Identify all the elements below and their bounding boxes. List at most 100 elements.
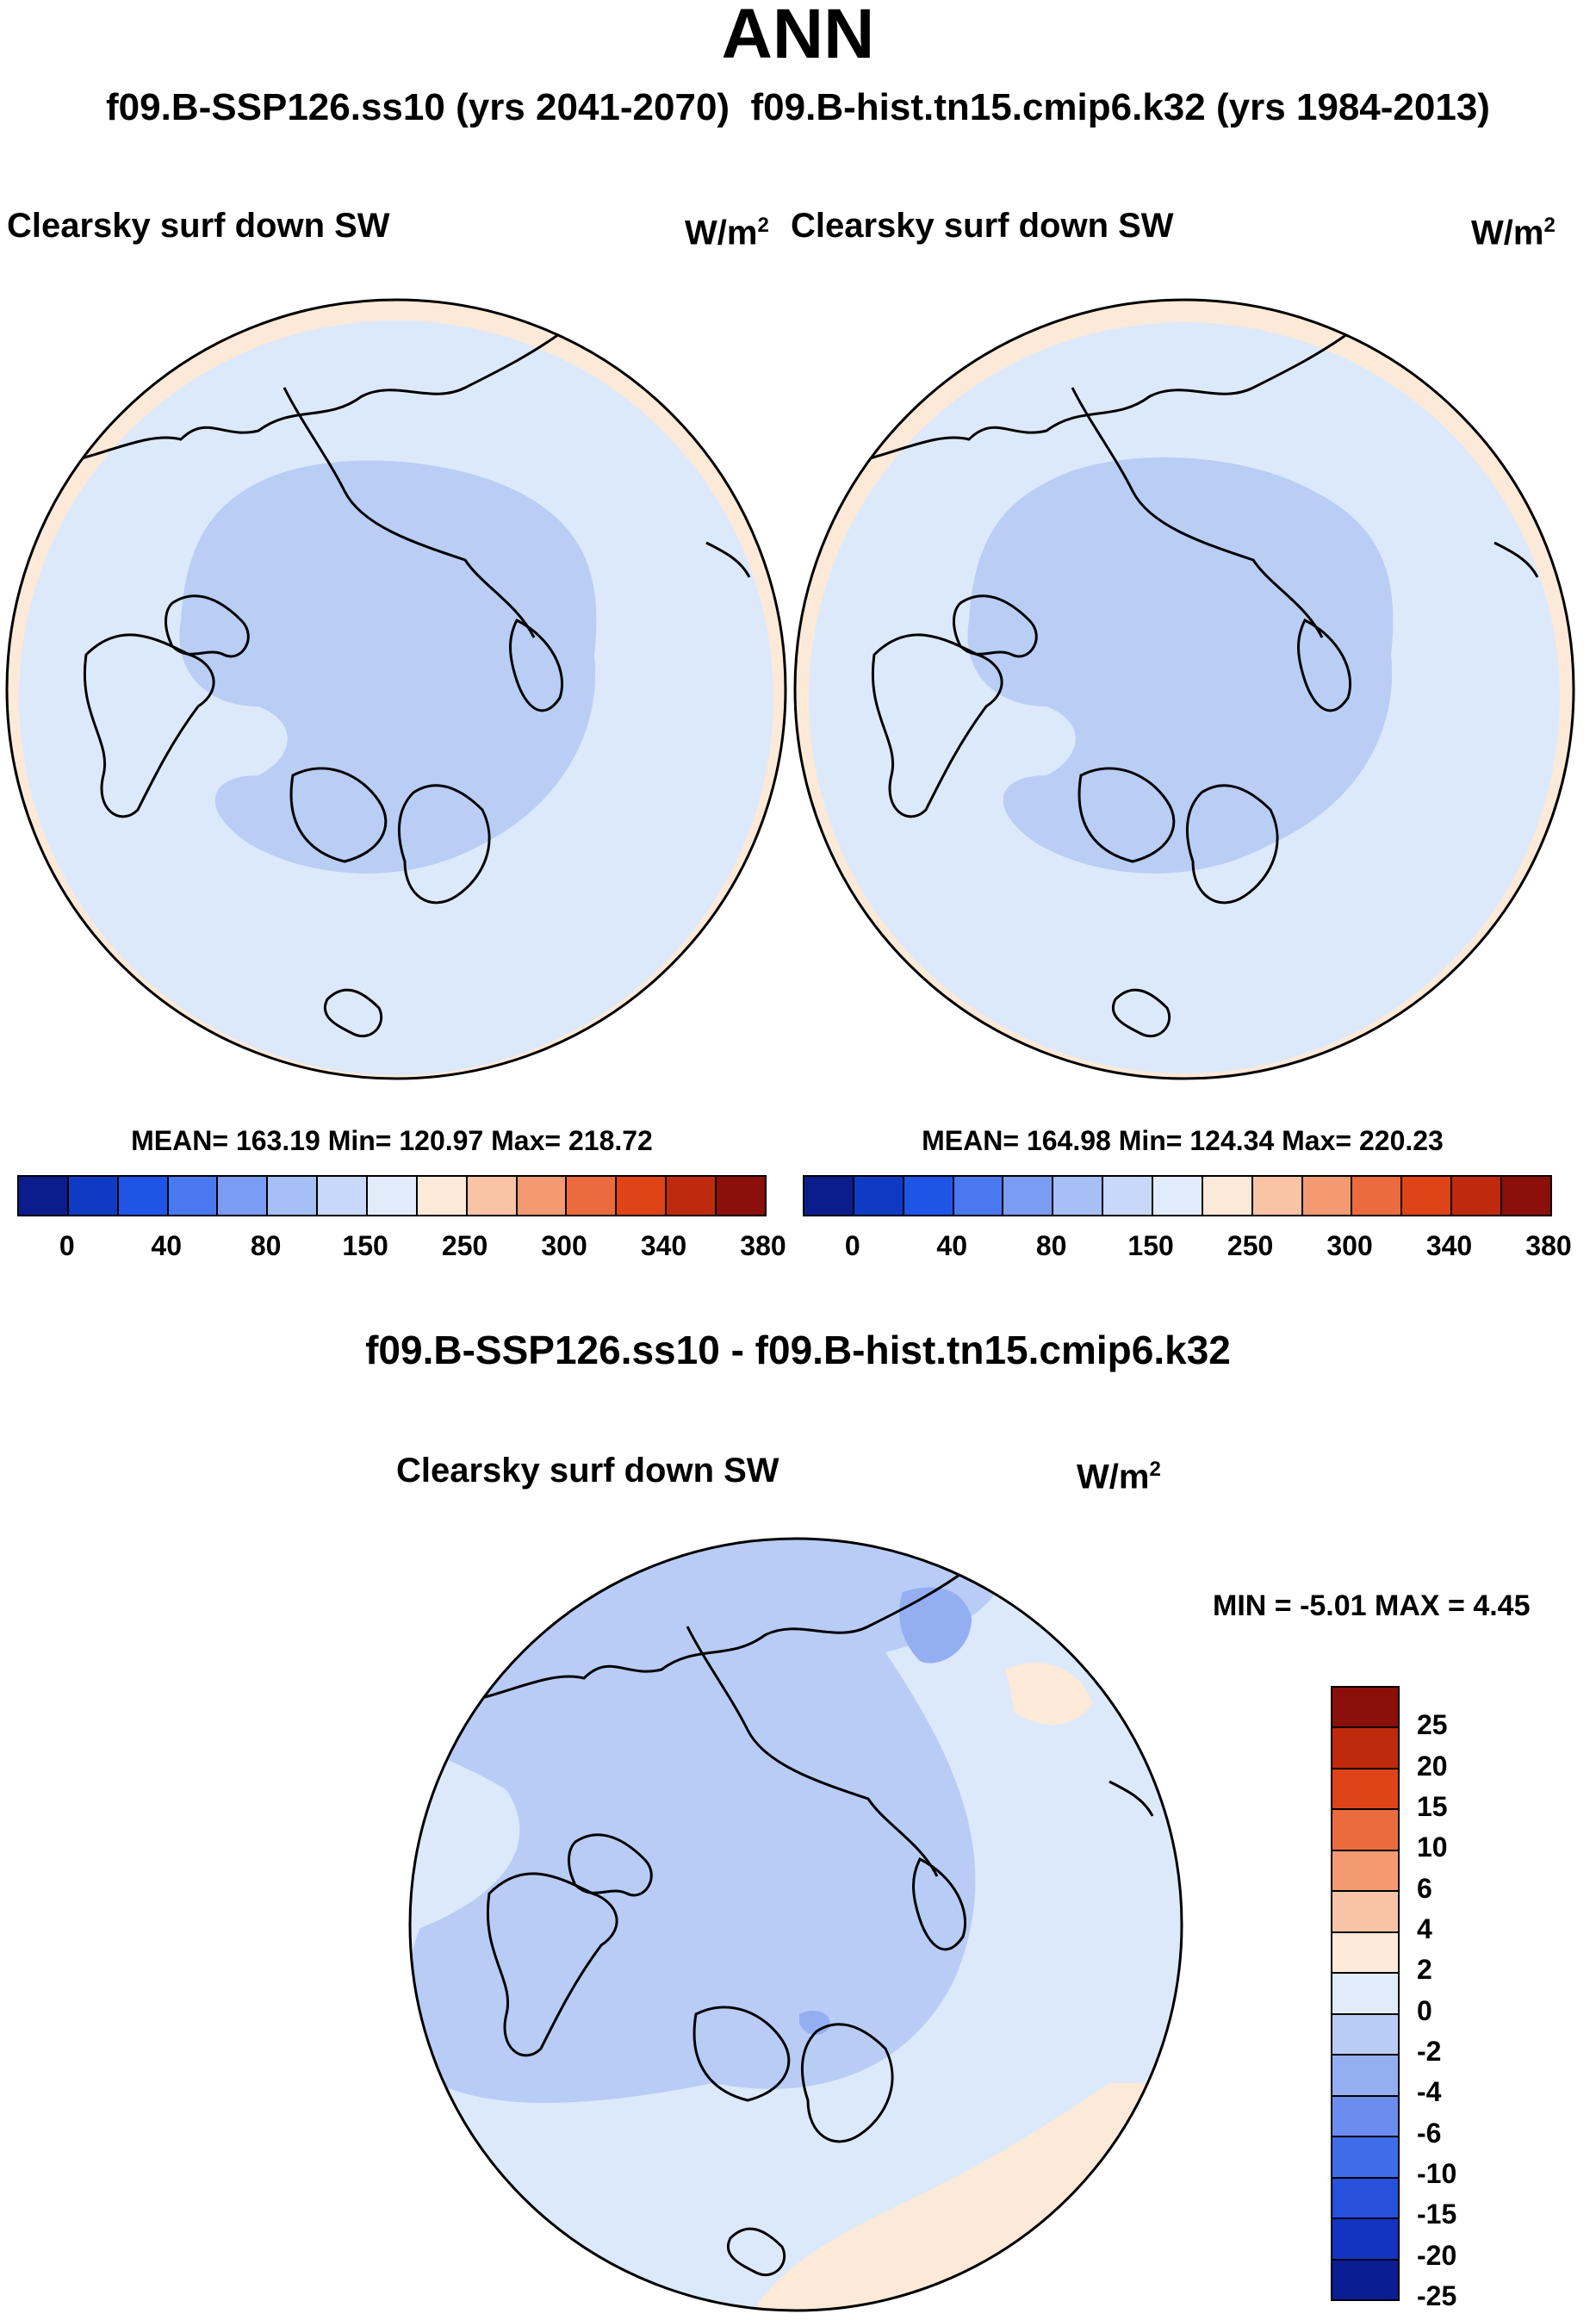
diff-colorbar-box-8 — [1332, 2014, 1398, 2056]
panel2-stats: MEAN= 164.98 Min= 124.34 Max= 220.23 — [922, 1125, 1444, 1156]
colorbar-tick-1-4: 250 — [441, 1230, 488, 1261]
colorbar-box-1-0 — [19, 1177, 69, 1215]
colorbar-tick-2-7: 380 — [1525, 1230, 1572, 1261]
colorbar-tick-1-5: 300 — [541, 1230, 587, 1261]
subtitle-case-1: f09.B-SSP126.ss10 (yrs 2041-2070) — [106, 86, 730, 128]
colorbar-tick-1-0: 0 — [59, 1230, 75, 1261]
colorbar-box-2-1 — [854, 1177, 904, 1215]
colorbar-box-2-9 — [1252, 1177, 1303, 1215]
panel2-colorbar — [803, 1175, 1552, 1216]
diff-colorbar-tick-14: -25 — [1417, 2280, 1457, 2311]
diff-colorbar-box-14 — [1332, 2260, 1398, 2300]
diff-colorbar-box-6 — [1332, 1932, 1398, 1975]
diff-colorbar-tick-4: 6 — [1417, 1872, 1432, 1904]
difference-title: f09.B-SSP126.ss10 - f09.B-hist.tn15.cmip… — [365, 1328, 1231, 1372]
panel1-map-boundary — [5, 298, 787, 1080]
diff-minmax: MIN = -5.01 MAX = 4.45 — [1213, 1589, 1531, 1622]
diff-colorbar-tick-12: -15 — [1417, 2199, 1457, 2230]
colorbar-box-1-8 — [417, 1177, 468, 1215]
diff-colorbar — [1331, 1686, 1400, 2301]
colorbar-box-2-14 — [1502, 1177, 1550, 1215]
colorbar-box-1-13 — [667, 1177, 717, 1215]
panel2-inner-region — [967, 457, 1394, 874]
panel2-variable-label: Clearsky surf down SW — [791, 207, 1174, 245]
panel2-polar-map — [793, 298, 1575, 1080]
diff-colorbar-box-10 — [1332, 2096, 1398, 2138]
colorbar-box-1-2 — [118, 1177, 169, 1215]
diff-units: W/m2 — [1077, 1458, 1161, 1496]
diff-coastlines — [454, 1564, 1154, 2277]
panel1-units: W/m2 — [685, 214, 769, 252]
colorbar-box-2-7 — [1153, 1177, 1203, 1215]
subtitle-case-2: f09.B-hist.tn15.cmip6.k32 (yrs 1984-2013… — [750, 86, 1490, 128]
panel2-coastlines — [839, 326, 1539, 1038]
colorbar-box-1-11 — [567, 1177, 618, 1215]
colorbar-box-1-14 — [717, 1177, 765, 1215]
panel1-units-exp: 2 — [757, 214, 769, 237]
panel2-map-boundary — [793, 298, 1575, 1080]
diff-more-negative-region — [899, 1587, 972, 1664]
diff-colorbar-tick-10: -6 — [1417, 2117, 1442, 2149]
diff-colorbar-tick-3: 10 — [1417, 1832, 1448, 1863]
panel1-units-base: W/m — [685, 214, 758, 252]
difference-polar-map — [408, 1537, 1183, 2312]
colorbar-tick-1-3: 150 — [342, 1230, 388, 1261]
diff-colorbar-box-12 — [1332, 2178, 1398, 2220]
colorbar-box-1-4 — [218, 1177, 269, 1215]
colorbar-tick-2-4: 250 — [1226, 1230, 1274, 1261]
diff-variable-label: Clearsky surf down SW — [396, 1452, 779, 1490]
panel1-inner-region — [179, 460, 597, 874]
colorbar-box-2-6 — [1103, 1177, 1154, 1215]
diff-colorbar-box-5 — [1332, 1892, 1398, 1933]
diff-colorbar-tick-0: 25 — [1417, 1709, 1448, 1741]
diff-map-boundary — [408, 1537, 1183, 2312]
diff-negative-region — [410, 1539, 1009, 2104]
colorbar-box-2-3 — [953, 1177, 1004, 1215]
diff-colorbar-tick-11: -10 — [1417, 2158, 1457, 2189]
colorbar-box-1-1 — [68, 1177, 119, 1215]
diff-colorbar-box-4 — [1332, 1850, 1398, 1893]
panel1-coastlines — [51, 326, 751, 1038]
colorbar-tick-2-3: 150 — [1127, 1230, 1174, 1261]
colorbar-box-2-8 — [1202, 1177, 1253, 1215]
diff-colorbar-box-9 — [1332, 2056, 1398, 2097]
colorbar-box-2-10 — [1302, 1177, 1353, 1215]
colorbar-box-2-11 — [1352, 1177, 1403, 1215]
diff-colorbar-box-11 — [1332, 2137, 1398, 2179]
colorbar-box-1-7 — [368, 1177, 418, 1215]
panel1-polar-map — [5, 298, 787, 1080]
colorbar-box-1-6 — [318, 1177, 369, 1215]
colorbar-box-1-12 — [617, 1177, 668, 1215]
colorbar-tick-labels: 0 40 80 150 250 300 340 380 0 40 80 150 250 300 340 380 — [0, 1230, 1596, 1268]
page-subtitle: f09.B-SSP126.ss10 (yrs 2041-2070) f09.B-… — [0, 86, 1596, 129]
diff-colorbar-tick-13: -20 — [1417, 2239, 1457, 2271]
colorbar-tick-1-1: 40 — [151, 1230, 182, 1261]
colorbar-box-2-5 — [1053, 1177, 1104, 1215]
panel1-stats: MEAN= 163.19 Min= 120.97 Max= 218.72 — [131, 1125, 653, 1156]
panel1-variable-label: Clearsky surf down SW — [7, 207, 390, 245]
colorbar-box-1-3 — [168, 1177, 219, 1215]
colorbar-box-1-10 — [517, 1177, 568, 1215]
diff-colorbar-box-13 — [1332, 2219, 1398, 2261]
diff-colorbar-tick-6: 2 — [1417, 1954, 1432, 1986]
colorbar-tick-1-6: 340 — [640, 1230, 687, 1261]
diff-colorbar-tick-7: 0 — [1417, 1994, 1432, 2026]
diff-colorbar-tick-9: -4 — [1417, 2076, 1442, 2108]
colorbar-box-1-5 — [268, 1177, 319, 1215]
colorbar-box-2-13 — [1452, 1177, 1503, 1215]
page-title: ANN — [721, 0, 875, 73]
colorbar-box-2-12 — [1402, 1177, 1453, 1215]
diff-colorbar-box-0 — [1332, 1688, 1398, 1729]
diff-colorbar-tick-8: -2 — [1417, 2036, 1442, 2067]
diff-colorbar-tick-2: 15 — [1417, 1791, 1448, 1822]
colorbar-box-2-0 — [804, 1177, 854, 1215]
diff-colorbar-box-3 — [1332, 1810, 1398, 1851]
panel2-units-base: W/m — [1471, 214, 1544, 252]
colorbar-tick-1-7: 380 — [740, 1230, 786, 1261]
colorbar-tick-2-6: 340 — [1425, 1230, 1473, 1261]
colorbar-tick-2-5: 300 — [1326, 1230, 1373, 1261]
diff-colorbar-tick-5: 4 — [1417, 1913, 1432, 1944]
colorbar-box-2-2 — [904, 1177, 954, 1215]
diff-colorbar-tick-1: 20 — [1417, 1750, 1448, 1782]
diff-colorbar-box-7 — [1332, 1974, 1398, 2015]
